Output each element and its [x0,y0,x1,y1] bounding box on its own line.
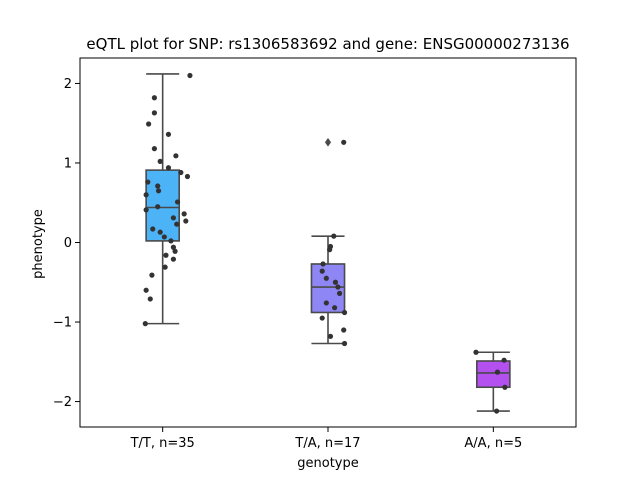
x-axis-label: genotype [297,456,358,471]
points-2 [473,349,508,414]
data-point [332,305,338,311]
data-point [494,408,500,414]
y-tick-label: 0 [64,236,72,251]
data-point [149,272,155,278]
chart-title: eQTL plot for SNP: rs1306583692 and gene… [86,35,569,53]
data-point [341,340,348,347]
data-point [170,256,177,262]
data-point [320,261,326,267]
data-point [155,188,162,194]
data-point [170,215,177,221]
data-point [145,179,151,185]
data-point [187,72,193,79]
data-point [331,233,337,239]
data-point [157,158,163,164]
x-tick-label: T/T, n=35 [130,436,195,451]
data-point [332,279,339,285]
data-point [494,369,501,375]
data-point [151,95,157,101]
data-point [341,139,347,145]
data-point [473,349,479,355]
data-point [174,221,180,227]
data-point [327,333,334,339]
y-tick-label: −2 [53,395,72,410]
data-point [143,207,149,213]
data-point [143,192,149,198]
data-point [163,252,169,258]
x-tick-label: T/A, n=17 [294,436,360,451]
y-tick-label: 2 [64,77,72,92]
data-point [183,218,189,224]
data-point [184,173,191,180]
data-point [165,165,172,171]
data-point [147,296,153,302]
data-point [173,153,179,159]
data-point [336,290,343,296]
axes: −2 −1 0 1 2 T/T, n=35 T/A, n=17 A/A, n=5 [53,77,522,451]
data-point [327,247,333,253]
data-point [174,199,181,205]
data-point [143,287,149,293]
points-0 [142,72,193,327]
y-tick-label: −1 [53,316,72,331]
data-point [168,238,174,244]
data-point [319,268,325,274]
data-point [335,284,341,290]
data-point [319,315,325,321]
data-point [170,244,177,250]
data-point [323,300,329,306]
points-1 [319,139,348,347]
data-point [161,234,167,240]
data-point [502,384,508,390]
data-point [155,183,161,189]
data-point [323,275,329,281]
y-axis-label: phenotype [31,209,46,279]
data-point [155,204,161,210]
data-point [181,211,187,217]
data-point [146,121,152,127]
data-point [157,229,163,235]
outlier-marker [324,137,332,147]
data-point [172,248,178,254]
box-1 [310,137,346,345]
data-point [151,110,157,116]
plot-area [142,72,511,414]
data-point [501,357,507,363]
data-point [178,169,184,176]
box-body [475,360,511,389]
x-tick-label: A/A, n=5 [464,436,522,451]
data-point [151,146,157,152]
data-point [162,264,168,270]
box-0 [145,73,180,325]
data-point [341,309,348,316]
box-2 [475,351,511,412]
data-point [142,321,148,327]
data-point [341,327,347,333]
data-point [150,226,156,232]
data-point [165,131,172,137]
y-tick-label: 1 [64,156,72,171]
